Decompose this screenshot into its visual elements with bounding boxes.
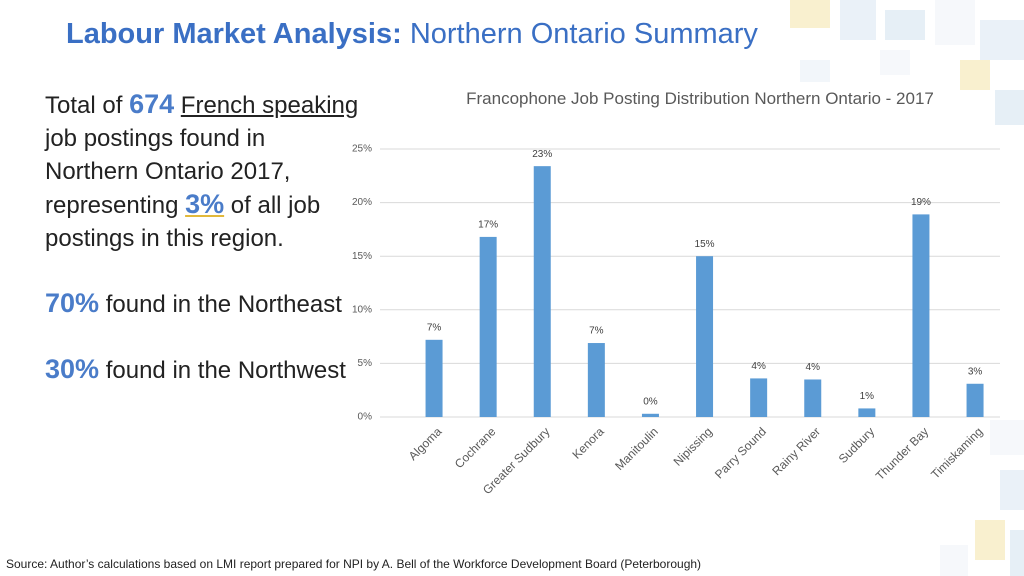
bar bbox=[966, 383, 984, 417]
x-tick-label: Parry Sound bbox=[712, 424, 769, 481]
x-tick-label: Nipissing bbox=[671, 424, 715, 468]
y-tick-label: 0% bbox=[358, 412, 373, 423]
bar bbox=[641, 413, 659, 417]
x-tick-label: Kenora bbox=[569, 424, 606, 461]
y-tick-label: 10% bbox=[352, 304, 372, 315]
value-label: 1% bbox=[860, 391, 875, 402]
value-label: 3% bbox=[968, 366, 983, 377]
x-tick-label: Cochrane bbox=[452, 424, 499, 471]
value-label: 4% bbox=[751, 361, 766, 372]
summary-paragraph: Total of 674 French speaking job posting… bbox=[45, 88, 365, 255]
chart-title-box: Francophone Job Posting Distribution Nor… bbox=[466, 89, 934, 108]
bar bbox=[804, 379, 822, 417]
chart: Francophone Job Posting Distribution Nor… bbox=[352, 89, 1000, 497]
summary: Total of 674 French speaking job posting… bbox=[45, 88, 365, 419]
x-tick-label: Sudbury bbox=[836, 424, 878, 466]
link-text: French speaking bbox=[180, 92, 359, 119]
value-label: 4% bbox=[806, 362, 821, 373]
text: job postings found in Northern Ontario 2… bbox=[45, 125, 291, 219]
source-note: Source: Author’s calculations based on L… bbox=[6, 557, 702, 571]
x-tick-label: Algoma bbox=[406, 424, 445, 463]
value-label: 19% bbox=[911, 197, 931, 208]
value-label: 7% bbox=[427, 322, 442, 333]
bar bbox=[533, 166, 551, 417]
value-label: 23% bbox=[532, 149, 552, 160]
y-tick-label: 25% bbox=[352, 144, 372, 155]
summary-paragraph: 70% found in the Northeast bbox=[45, 287, 365, 321]
y-tick-label: 5% bbox=[358, 358, 373, 369]
count: 674 bbox=[129, 89, 175, 119]
slide-title: Labour Market Analysis: Northern Ontario… bbox=[66, 18, 758, 51]
bar bbox=[696, 256, 714, 417]
chart-title: Francophone Job Posting Distribution Nor… bbox=[466, 89, 934, 108]
value-label: 0% bbox=[643, 396, 658, 407]
value-label: 7% bbox=[589, 326, 604, 337]
summary-paragraph: 30% found in the Northwest bbox=[45, 353, 365, 387]
title-rest: Northern Ontario Summary bbox=[409, 18, 758, 50]
text: Total of bbox=[45, 92, 123, 119]
x-tick-label: Timiskaming bbox=[928, 424, 985, 481]
bar bbox=[479, 236, 497, 417]
bar bbox=[750, 378, 768, 417]
text: of all job postings in this region. bbox=[45, 192, 321, 252]
percent: 70% bbox=[45, 288, 100, 318]
y-tick-label: 15% bbox=[352, 251, 372, 262]
text: found in the Northwest bbox=[105, 357, 346, 384]
bar bbox=[425, 339, 443, 417]
y-tick-label: 20% bbox=[352, 197, 372, 208]
percent: 3% bbox=[185, 189, 225, 219]
x-tick-label: Thunder Bay bbox=[873, 424, 931, 482]
x-tick-label: Manitoulin bbox=[612, 424, 661, 473]
title-bold: Labour Market Analysis: bbox=[66, 18, 402, 50]
bar bbox=[912, 214, 930, 417]
x-tick-label: Rainy River bbox=[769, 424, 823, 478]
bar bbox=[858, 408, 876, 417]
text: found in the Northeast bbox=[105, 291, 342, 318]
bar bbox=[587, 343, 605, 417]
percent: 30% bbox=[45, 354, 100, 384]
value-label: 15% bbox=[695, 239, 715, 250]
value-label: 17% bbox=[478, 220, 498, 231]
